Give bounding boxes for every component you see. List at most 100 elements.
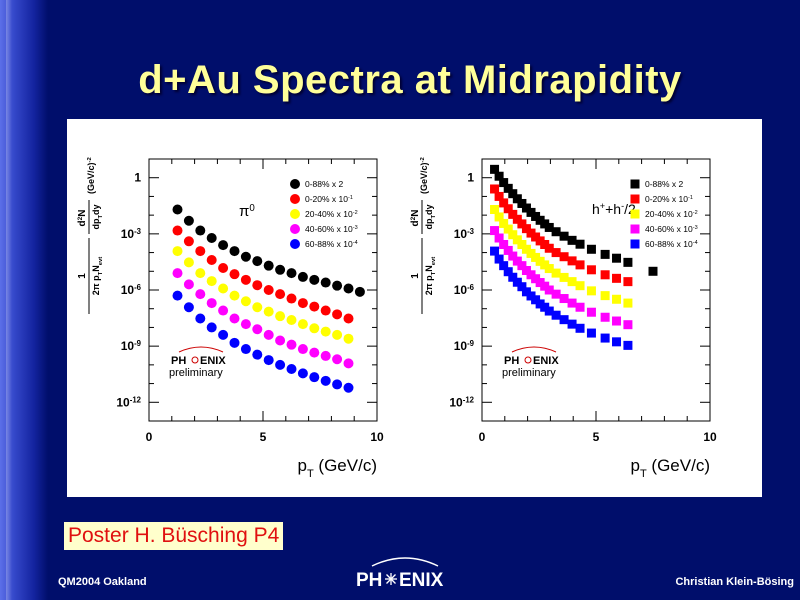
data-point [240, 319, 251, 330]
data-point [531, 211, 541, 221]
y-tick-label: 10-12 [116, 395, 141, 410]
data-point [490, 184, 500, 194]
series-3 [490, 226, 633, 330]
y-tick-label: 10-6 [454, 283, 475, 298]
data-point [229, 290, 240, 301]
svg-text:1: 1 [410, 273, 421, 279]
svg-text:d2N: d2N [77, 210, 89, 227]
data-point [286, 268, 297, 279]
logo-arc-icon [511, 346, 557, 353]
data-point [195, 246, 206, 257]
data-point [544, 264, 554, 274]
data-point [275, 289, 286, 300]
data-point [320, 375, 331, 386]
data-point [551, 248, 561, 258]
data-point [531, 274, 541, 284]
data-point [332, 379, 343, 390]
data-point [286, 339, 297, 350]
data-point [240, 274, 251, 285]
data-point [540, 239, 550, 249]
data-point [172, 246, 183, 257]
y-tick-label: 10-3 [121, 226, 142, 241]
data-point [623, 298, 633, 308]
data-point [623, 277, 633, 287]
left-gradient-bar [0, 0, 48, 600]
data-point [526, 248, 536, 258]
data-point [195, 225, 206, 236]
data-point [575, 281, 585, 291]
data-point [332, 280, 343, 291]
data-point [252, 256, 263, 267]
data-point [612, 337, 622, 347]
data-point [343, 283, 354, 294]
svg-text:2π pTNevt: 2π pTNevt [91, 257, 104, 295]
data-point [309, 372, 320, 383]
data-point [297, 271, 308, 282]
data-point [499, 198, 509, 208]
svg-text:1: 1 [77, 273, 88, 279]
data-point [612, 294, 622, 304]
y-tick-label: 10-12 [449, 395, 474, 410]
data-point [521, 224, 531, 234]
logo-preliminary: preliminary [169, 367, 223, 379]
data-point [172, 204, 183, 215]
data-point [183, 279, 194, 290]
data-point [275, 264, 286, 275]
data-point [517, 198, 527, 208]
footer-logo-text-left: PH [356, 570, 382, 591]
data-point [252, 302, 263, 313]
data-point [521, 244, 531, 254]
svg-text:(GeV/c)-2: (GeV/c)-2 [419, 157, 429, 194]
data-point [172, 268, 183, 279]
legend-marker [290, 239, 300, 249]
data-point [559, 315, 569, 325]
legend-marker [630, 194, 640, 204]
data-point [512, 277, 522, 287]
data-point [508, 230, 518, 240]
data-point [544, 306, 554, 316]
data-point [343, 333, 354, 344]
data-point [521, 287, 531, 297]
x-axis-title: pT (GeV/c) [630, 456, 710, 480]
data-point [297, 298, 308, 309]
data-point [612, 316, 622, 326]
data-point [567, 277, 577, 287]
data-point [586, 328, 596, 338]
data-point [521, 266, 531, 276]
data-point [521, 203, 531, 213]
data-point [600, 270, 610, 280]
data-point [575, 323, 585, 333]
data-point [648, 266, 658, 276]
logo-star-icon [191, 356, 199, 364]
data-point [503, 267, 513, 277]
data-point [320, 277, 331, 288]
footer-author: Christian Klein-Bösing [675, 576, 794, 588]
data-point [508, 251, 518, 261]
series-3 [172, 268, 354, 369]
legend-label: 60-88% x 10-4 [645, 239, 698, 249]
series-2 [172, 246, 354, 344]
legend-marker [290, 194, 300, 204]
footer-conference: QM2004 Oakland [58, 576, 147, 588]
data-point [499, 218, 509, 228]
logo-text-right: ENIX [200, 355, 226, 367]
data-point [544, 285, 554, 295]
data-point [499, 239, 509, 249]
legend-label: 0-88% x 2 [305, 179, 344, 189]
data-point [320, 305, 331, 316]
data-point [612, 273, 622, 283]
data-point [503, 183, 513, 193]
data-point [508, 189, 518, 199]
data-point [586, 307, 596, 317]
data-point [559, 294, 569, 304]
svg-text:(GeV/c)-2: (GeV/c)-2 [86, 157, 96, 194]
data-point [531, 232, 541, 242]
data-point [499, 178, 509, 188]
data-point [586, 265, 596, 275]
data-point [494, 212, 504, 222]
data-point [512, 235, 522, 245]
data-point [229, 246, 240, 257]
logo-arc-icon [178, 346, 224, 353]
